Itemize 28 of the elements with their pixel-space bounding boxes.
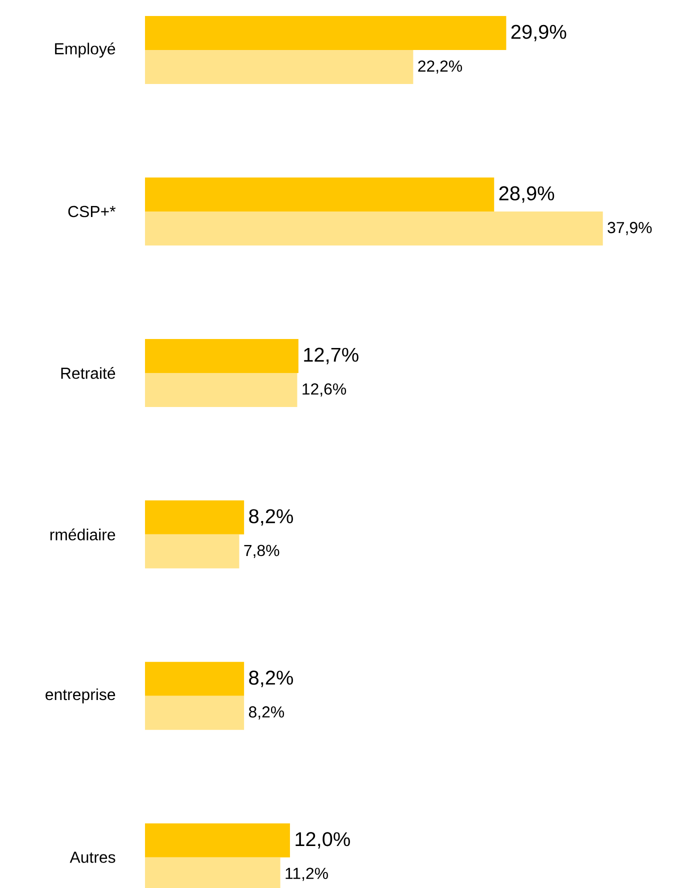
data-label: 22,2% <box>418 60 462 74</box>
bar <box>145 662 244 696</box>
bar <box>145 50 414 84</box>
y-tick-label: rmédiaire <box>50 528 116 540</box>
bar <box>145 500 244 534</box>
bar <box>145 338 298 373</box>
y-tick-label: entreprise <box>46 688 116 704</box>
bar <box>145 212 603 246</box>
bar <box>145 178 494 212</box>
data-label: 8,2% <box>248 706 284 720</box>
data-label: 37,9% <box>608 222 652 236</box>
data-label: 28,9% <box>499 186 554 203</box>
y-tick-label: CSP+* <box>68 206 116 218</box>
data-label: 12,7% <box>304 348 358 364</box>
data-label: 11,2% <box>286 868 328 881</box>
data-label: 12,0% <box>296 832 350 849</box>
data-label: 7,8% <box>244 544 280 558</box>
bar <box>145 372 298 407</box>
data-label: 12,6% <box>302 383 346 397</box>
data-label: 8,2% <box>249 509 293 526</box>
bar <box>145 534 240 568</box>
data-label: 29,9% <box>511 24 566 42</box>
data-label: 8,2% <box>249 670 293 688</box>
y-tick-label: Retraité <box>61 367 116 379</box>
y-tick-label: Autres <box>70 852 116 863</box>
y-tick-label: Employé <box>55 42 116 58</box>
bar <box>145 16 506 50</box>
bar <box>145 696 244 730</box>
